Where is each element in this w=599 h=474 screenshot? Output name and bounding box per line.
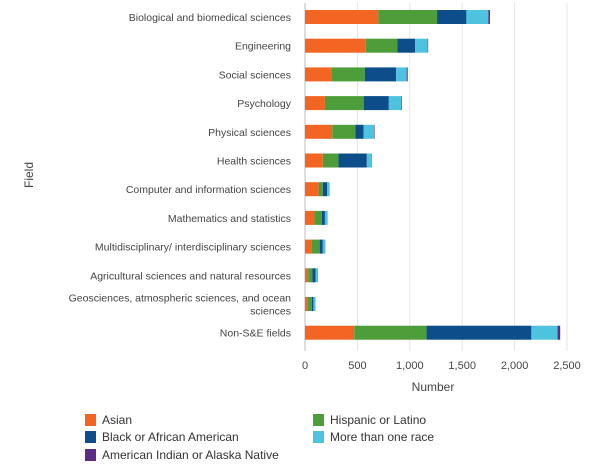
bar-segment bbox=[407, 67, 408, 81]
bar-segment bbox=[331, 67, 365, 81]
bar-segment bbox=[428, 39, 429, 53]
bar-segment bbox=[378, 10, 437, 24]
legend-swatch bbox=[313, 414, 324, 426]
category-label: Psychology bbox=[237, 98, 291, 110]
bar-segment bbox=[305, 240, 311, 254]
bar-segment bbox=[339, 154, 367, 168]
x-tick-label: 2,500 bbox=[553, 360, 581, 372]
bar-segment bbox=[305, 154, 323, 168]
bar-segment bbox=[319, 182, 323, 196]
legend-swatch bbox=[313, 431, 324, 443]
bar-segment bbox=[397, 39, 415, 53]
bar-segment bbox=[325, 96, 364, 110]
bar-segment bbox=[315, 268, 317, 282]
bar-segment bbox=[313, 297, 315, 311]
x-axis-title: Number bbox=[412, 380, 455, 394]
grid bbox=[305, 3, 567, 351]
bar-segment bbox=[332, 125, 355, 139]
category-label: Non-S&E fields bbox=[220, 328, 291, 340]
bar-segment bbox=[323, 154, 339, 168]
legend-label: Hispanic or Latino bbox=[330, 413, 426, 427]
category-label: Engineering bbox=[235, 41, 291, 53]
category-label: Mathematics and statistics bbox=[168, 213, 291, 225]
bar-segment bbox=[305, 39, 366, 53]
x-tick-label: 0 bbox=[302, 360, 308, 372]
bar-segment bbox=[531, 326, 557, 340]
bar-segment bbox=[312, 297, 314, 311]
bar-segment bbox=[308, 268, 312, 282]
bar-segment bbox=[305, 211, 314, 225]
x-tick-label: 1,500 bbox=[448, 360, 476, 372]
x-tick-labels: 0 500 1,000 1,500 2,000 2,500 bbox=[302, 360, 581, 372]
bar-segment bbox=[401, 96, 402, 110]
legend-label: Asian bbox=[102, 413, 132, 427]
bar-segment bbox=[415, 39, 428, 53]
bar-segment bbox=[558, 326, 561, 340]
bar-segment bbox=[364, 125, 374, 139]
x-tick-label: 2,000 bbox=[501, 360, 529, 372]
y-axis-title: Field bbox=[22, 162, 36, 188]
category-label: Computer and information sciences bbox=[126, 184, 291, 196]
category-label: Social sciences bbox=[219, 69, 291, 81]
bars bbox=[305, 10, 560, 340]
category-label: Physical sciences bbox=[208, 127, 291, 139]
bar-segment bbox=[305, 297, 308, 311]
bar-segment bbox=[305, 10, 378, 24]
bar-segment bbox=[305, 96, 325, 110]
bar-segment bbox=[488, 10, 490, 24]
bar-segment bbox=[427, 326, 532, 340]
bar-segment bbox=[389, 96, 402, 110]
bar-segment bbox=[308, 297, 312, 311]
legend: Asian Hispanic or Latino Black or African … bbox=[85, 413, 434, 462]
legend-swatch bbox=[85, 414, 96, 426]
bar-segment bbox=[312, 268, 315, 282]
x-tick-label: 1,000 bbox=[396, 360, 424, 372]
category-label: Geosciences, atmospheric sciences, and o… bbox=[69, 293, 292, 318]
bar-segment bbox=[367, 154, 371, 168]
bar-segment bbox=[466, 10, 488, 24]
legend-swatch bbox=[85, 431, 96, 443]
bar-segment bbox=[364, 96, 389, 110]
category-label: Multidisciplinary/ interdisciplinary sci… bbox=[95, 242, 291, 254]
bar-segment bbox=[371, 154, 372, 168]
bar-segment bbox=[311, 240, 319, 254]
bar-segment bbox=[374, 125, 375, 139]
bar-segment bbox=[355, 125, 363, 139]
bar-segment bbox=[314, 211, 321, 225]
bar-segment bbox=[305, 67, 331, 81]
legend-swatch bbox=[85, 449, 96, 461]
legend-label: American Indian or Alaska Native bbox=[102, 448, 279, 462]
legend-label: More than one race bbox=[330, 430, 434, 444]
bar-segment bbox=[305, 125, 332, 139]
bar-segment bbox=[396, 67, 406, 81]
category-label: Agricultural sciences and natural resour… bbox=[90, 270, 291, 282]
legend-label: Black or African American bbox=[102, 430, 239, 444]
bar-segment bbox=[327, 182, 329, 196]
bar-segment bbox=[437, 10, 466, 24]
bar-segment bbox=[366, 39, 397, 53]
bar-segment bbox=[305, 326, 354, 340]
bar-segment bbox=[320, 240, 323, 254]
category-labels: Biological and biomedical sciences Engine… bbox=[69, 12, 292, 340]
category-label: Biological and biomedical sciences bbox=[129, 12, 291, 24]
bar-segment bbox=[354, 326, 426, 340]
bar-segment bbox=[317, 268, 318, 282]
x-tick-label: 500 bbox=[348, 360, 366, 372]
category-label: Health sciences bbox=[217, 156, 291, 168]
bar-segment bbox=[365, 67, 396, 81]
bar-segment bbox=[322, 211, 325, 225]
bar-segment bbox=[305, 182, 319, 196]
bar-segment bbox=[323, 182, 327, 196]
bar-segment bbox=[323, 240, 325, 254]
bar-segment bbox=[305, 268, 308, 282]
bar-segment bbox=[325, 211, 327, 225]
